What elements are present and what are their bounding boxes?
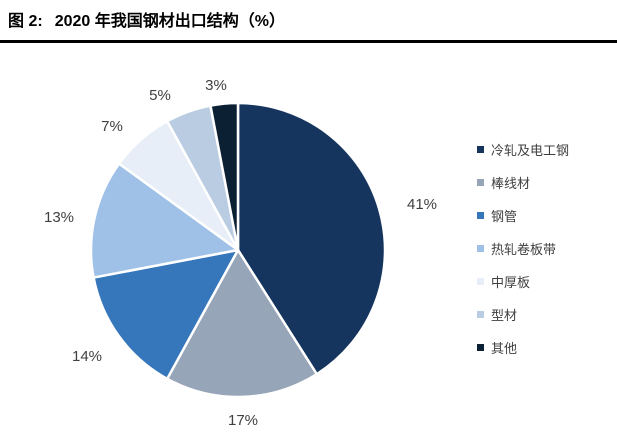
legend-label: 棒线材 — [491, 176, 531, 191]
pie-data-label-6: 5% — [149, 87, 171, 104]
legend-item-6: 型材 — [477, 298, 569, 331]
legend-swatch-icon — [477, 245, 484, 252]
pie-data-label-2: 17% — [228, 412, 258, 429]
figure-number-label: 图 2: — [8, 13, 43, 30]
pie-chart: 41% 17% 14% 13% 7% 5% 3% — [44, 77, 437, 429]
pie-slice-7 — [209, 101, 240, 252]
pie-slice-2 — [165, 248, 319, 399]
legend-item-5: 中厚板 — [477, 265, 569, 298]
legend-swatch-icon — [477, 179, 484, 186]
title-divider — [0, 40, 617, 43]
legend-label: 其他 — [491, 341, 518, 356]
legend-label: 冷轧及电工钢 — [491, 143, 570, 158]
legend-item-1: 冷轧及电工钢 — [477, 133, 569, 166]
legend-item-2: 棒线材 — [477, 166, 569, 199]
legend-swatch-icon — [477, 212, 484, 219]
legend-label: 钢管 — [491, 209, 518, 224]
pie-slice-3 — [92, 248, 240, 381]
legend-label: 型材 — [491, 308, 518, 323]
legend-label: 中厚板 — [491, 275, 531, 290]
legend-item-7: 其他 — [477, 331, 569, 364]
legend: 冷轧及电工钢 棒线材钢管热轧卷板带中厚板型材其他 — [477, 133, 569, 364]
figure-title: 图 2: 2020 年我国钢材出口结构（%） — [8, 7, 285, 31]
legend-swatch-icon — [477, 278, 484, 285]
legend-label: 热轧卷板带 — [491, 242, 557, 257]
legend-swatch-icon — [477, 146, 484, 153]
pie-slice-4 — [89, 162, 240, 279]
pie-data-label-5: 7% — [101, 118, 123, 135]
figure-title-text: 2020 年我国钢材出口结构（%） — [54, 13, 285, 30]
legend-swatch-icon — [477, 344, 484, 351]
pie-data-label-1: 41% — [407, 196, 437, 213]
legend-item-4: 热轧卷板带 — [477, 232, 569, 265]
legend-item-3: 钢管 — [477, 199, 569, 232]
legend-swatch-icon — [477, 311, 484, 318]
pie-data-label-7: 3% — [205, 77, 227, 94]
pie-data-label-4: 13% — [44, 209, 74, 226]
pie-data-label-3: 14% — [72, 348, 102, 365]
